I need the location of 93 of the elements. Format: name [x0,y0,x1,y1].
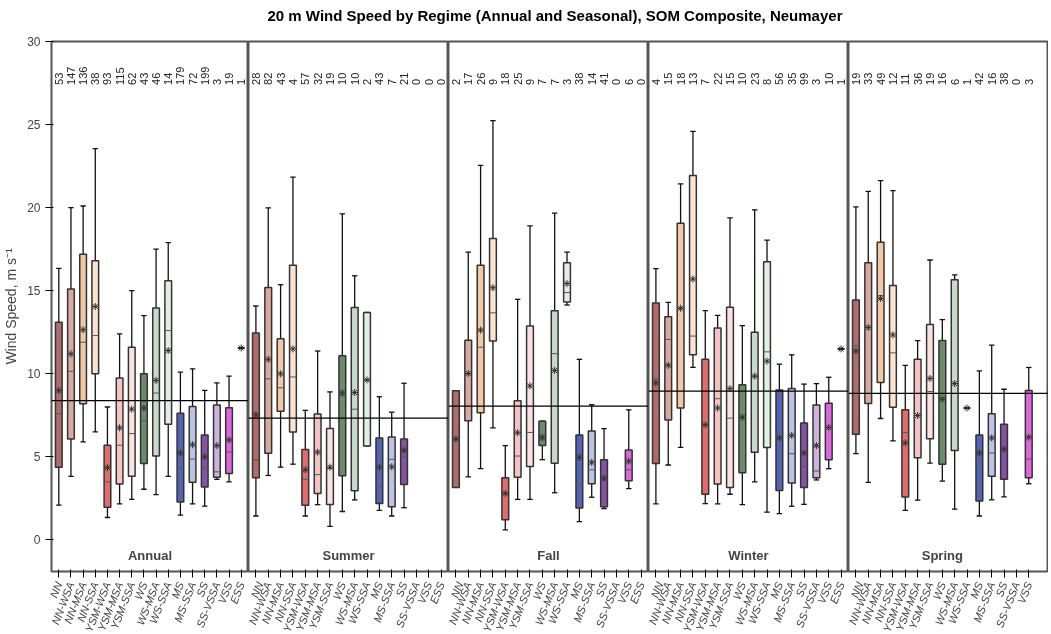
annotation: 0 [610,78,623,85]
chart-title: 20 m Wind Speed by Regime (Annual and Seasonal), SOM Composite, Neumayer [266,6,844,26]
annotation: 115 [113,67,126,85]
annotation: 22 [711,72,724,85]
annotation: 62 [125,72,138,85]
y-tick-label: 0 [33,533,41,548]
annotation: 82 [262,72,275,85]
annotation: 25 [511,72,524,85]
annotation: 46 [150,72,163,85]
annotation: 14 [585,72,598,85]
annotation: 11 [899,73,912,85]
annotation: 8 [761,78,774,85]
annotation: 18 [674,72,687,85]
annotation: 33 [862,72,875,85]
annotation: 16 [936,72,949,85]
annotation: Annual [127,548,173,564]
annotation: 14 [162,72,175,85]
annotation: 2 [449,78,462,85]
y-tick-label: 5 [33,450,41,465]
annotation: 21 [398,72,411,85]
annotation: Summer [322,548,375,564]
annotation: 56 [773,72,786,85]
annotation: 3 [810,78,823,85]
y-tick-label: 25 [27,118,41,133]
annotation: 72 [186,72,199,85]
annotation: 42 [973,72,986,85]
annotation: 28 [249,72,262,85]
annotation: 93 [101,72,114,85]
annotation: 0 [435,78,448,85]
annotation: 179 [174,66,187,85]
annotation: 7 [536,78,549,85]
y-axis-title: Wind Speed, m s⁻¹ [3,248,20,365]
annotation: 136 [77,66,90,85]
annotation: 49 [874,72,887,85]
annotation: 4 [286,78,299,85]
annotation: 43 [274,72,287,85]
annotation: 1 [235,78,248,85]
annotation: 9 [523,78,536,85]
annotation: 99 [798,72,811,85]
annotation: 32 [311,72,324,85]
annotation: 2 [361,78,374,85]
annotation: 10 [336,72,349,85]
annotation: 6 [948,78,961,85]
annotation: 36 [911,72,924,85]
annotation: 38 [573,72,586,85]
y-tick-label: 20 [27,201,41,216]
annotation: 7 [385,78,398,85]
annotation: Fall [537,548,560,564]
annotation: 3 [1022,78,1035,85]
annotation: 19 [223,72,236,85]
annotation: 23 [748,72,761,85]
annotation: 9 [486,78,499,85]
annotation: 35 [785,72,798,85]
annotation: 199 [198,66,211,85]
annotation: 7 [699,78,712,85]
annotation: 4 [649,78,662,85]
annotation: Winter [728,548,769,564]
annotation: 13 [686,72,699,85]
annotation: 38 [998,72,1011,85]
annotation: 3 [561,78,574,85]
annotation: Spring [921,548,963,564]
annotation: 53 [52,72,65,85]
annotation: 15 [662,72,675,85]
annotation: 41 [598,72,611,85]
annotation: 16 [985,72,998,85]
annotation: 38 [89,72,102,85]
y-tick-label: 30 [27,35,41,49]
annotation: 0 [410,78,423,85]
annotation: 26 [474,72,487,85]
annotation: 12 [886,72,899,85]
annotation: 3 [210,78,223,85]
y-tick-label: 15 [27,284,41,299]
annotation: 0 [1010,78,1023,85]
annotation: 19 [849,72,862,85]
annotation: 57 [299,72,312,85]
annotation: 18 [499,72,512,85]
annotation: 0 [635,78,648,85]
annotation: 19 [323,72,336,85]
annotation: 10 [822,72,835,85]
annotation: 15 [723,72,736,85]
annotation: 6 [622,78,635,85]
annotation: 43 [137,72,150,85]
annotation: 0 [422,78,435,85]
annotation: 17 [462,72,475,85]
annotation: 7 [548,78,561,85]
annotation: 10 [736,72,749,85]
annotation: 19 [923,72,936,85]
annotation: 1 [835,78,848,85]
annotation: 43 [373,72,386,85]
annotation: 147 [64,66,77,85]
annotation: 1 [961,78,974,85]
annotation: 10 [348,72,361,85]
y-tick-label: 10 [27,367,41,382]
